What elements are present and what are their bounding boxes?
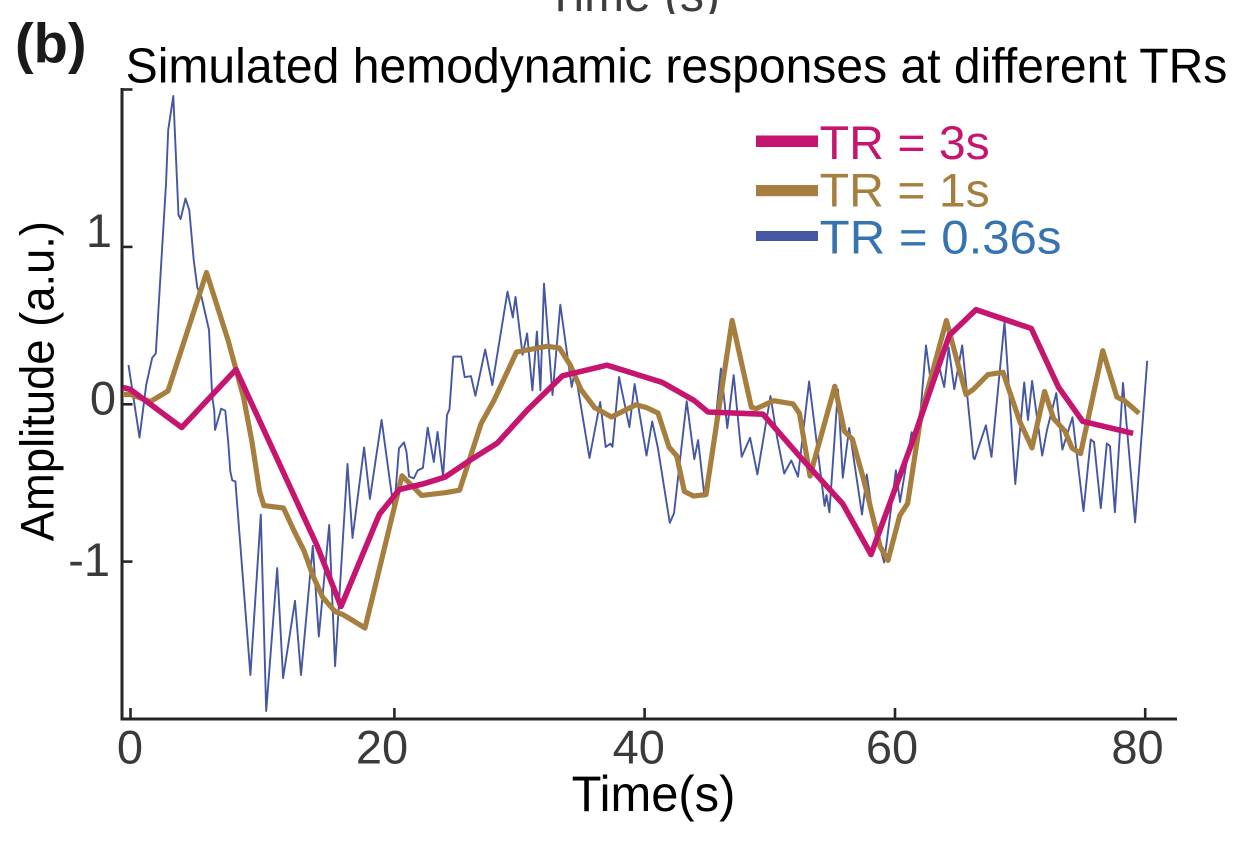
svg-text:-1: -1 bbox=[68, 533, 110, 586]
svg-text:Amplitude (a.u.): Amplitude (a.u.) bbox=[11, 221, 64, 541]
svg-text:TR = 1s: TR = 1s bbox=[820, 164, 990, 217]
svg-text:20: 20 bbox=[356, 721, 408, 774]
svg-text:0: 0 bbox=[90, 371, 116, 424]
svg-text:TR = 3s: TR = 3s bbox=[820, 116, 990, 169]
svg-text:1: 1 bbox=[86, 204, 112, 257]
svg-text:0: 0 bbox=[117, 721, 143, 774]
svg-text:Simulated hemodynamic response: Simulated hemodynamic responses at diffe… bbox=[126, 39, 1228, 94]
svg-text:(b): (b) bbox=[15, 12, 87, 75]
svg-text:80: 80 bbox=[1111, 721, 1163, 774]
svg-text:TR = 0.36s: TR = 0.36s bbox=[820, 211, 1062, 264]
svg-text:40: 40 bbox=[613, 721, 665, 774]
svg-text:60: 60 bbox=[866, 721, 918, 774]
svg-text:Time (s): Time (s) bbox=[546, 0, 720, 22]
svg-text:Time(s): Time(s) bbox=[572, 765, 736, 822]
